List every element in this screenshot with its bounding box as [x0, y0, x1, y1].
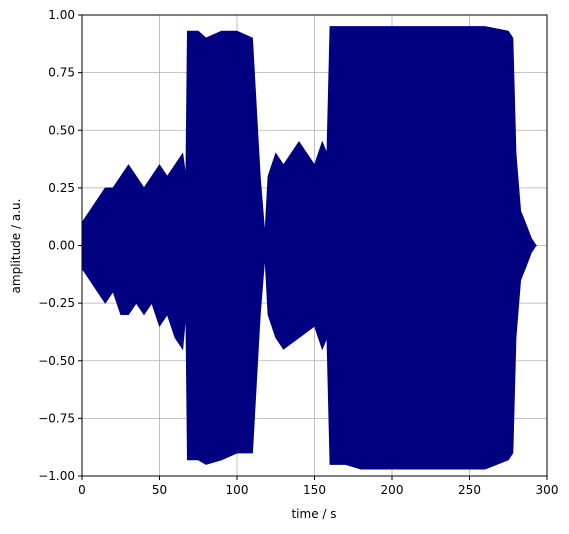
- x-axis-label: time / s: [291, 507, 336, 521]
- x-tick-label: 200: [381, 483, 404, 497]
- waveform-max: [81, 26, 537, 246]
- x-tick-label: 300: [536, 483, 559, 497]
- y-tick-label: 0.25: [48, 181, 75, 195]
- y-tick-label: −0.25: [38, 296, 75, 310]
- waveform-min: [81, 245, 537, 470]
- y-tick-label: 0.00: [48, 239, 75, 253]
- x-tick-label: 100: [226, 483, 249, 497]
- y-axis-label: amplitude / a.u.: [9, 199, 23, 294]
- y-tick-label: 0.50: [48, 123, 75, 137]
- x-tick-label: 250: [458, 483, 481, 497]
- x-tick-label: 50: [152, 483, 167, 497]
- x-tick-label: 150: [303, 483, 326, 497]
- x-tick-label: 0: [78, 483, 86, 497]
- y-tick-label: 1.00: [48, 8, 75, 22]
- y-tick-label: 0.75: [48, 66, 75, 80]
- y-tick-label: −1.00: [38, 469, 75, 483]
- y-tick-label: −0.75: [38, 411, 75, 425]
- plot-frame: [81, 14, 548, 477]
- y-tick-label: −0.50: [38, 354, 75, 368]
